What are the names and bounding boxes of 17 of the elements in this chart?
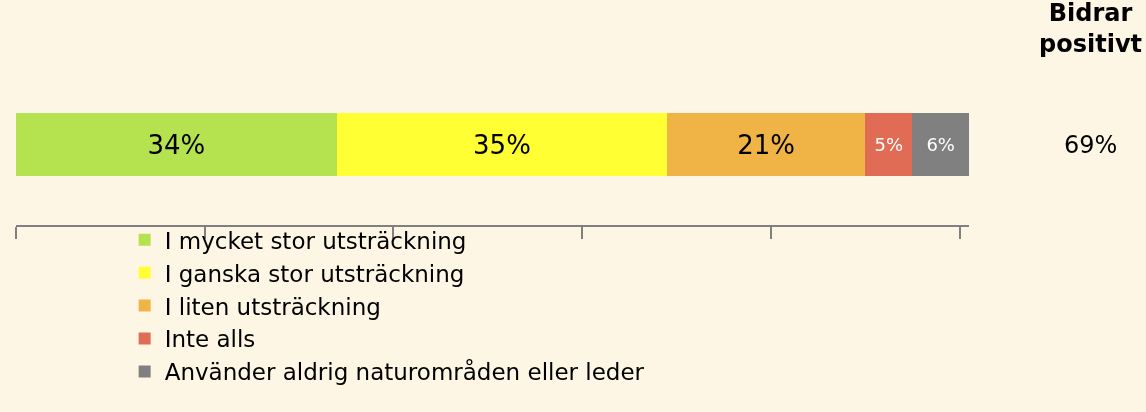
bar (336, 113, 668, 177)
bar (667, 113, 866, 177)
legend-label: Inte alls (164, 326, 256, 353)
legend-label: I ganska stor utsträckning (164, 260, 465, 287)
legend-label: Använder aldrig naturområden eller leder (164, 358, 645, 386)
data-label: 21% (737, 129, 796, 160)
bar (912, 113, 969, 177)
text: Bidrar positivt (1039, 0, 1142, 59)
bar (865, 113, 913, 177)
data-label: 5% (874, 134, 904, 156)
legend-label: I liten utsträckning (164, 293, 381, 320)
bar (16, 113, 337, 177)
data-label: 6% (926, 134, 955, 156)
legend-label: I mycket stor utsträckning (164, 227, 467, 254)
data-label: 35% (473, 129, 531, 160)
data-label: 34% (147, 129, 206, 160)
text: 69% (1064, 131, 1118, 159)
